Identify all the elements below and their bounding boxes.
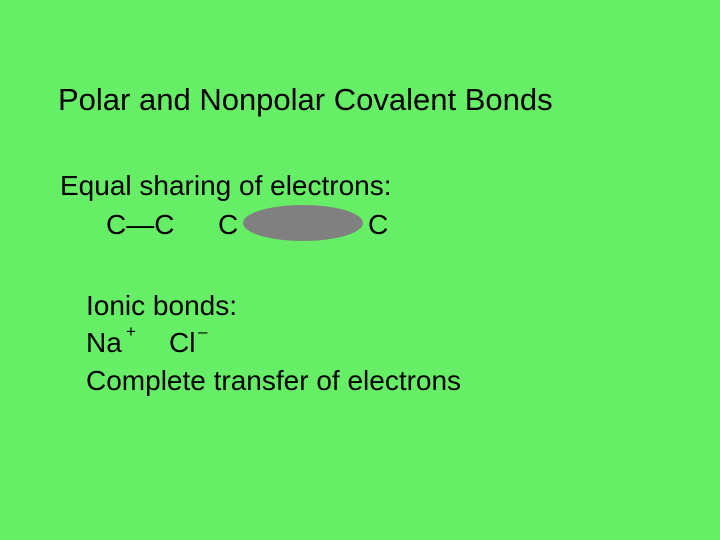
- body-text: Ionic bonds:: [86, 290, 237, 322]
- body-text: Na: [86, 327, 122, 359]
- slide-title: Polar and Nonpolar Covalent Bonds: [58, 82, 553, 118]
- body-text: Complete transfer of electrons: [86, 365, 461, 397]
- electron-cloud-ellipse: [243, 205, 363, 241]
- superscript-text: –: [198, 322, 207, 342]
- body-text: Equal sharing of electrons:: [60, 170, 392, 202]
- body-text: C: [218, 209, 238, 241]
- slide: Polar and Nonpolar Covalent Bonds Equal …: [0, 0, 720, 540]
- body-text: Cl: [169, 327, 195, 359]
- body-text: C—C: [106, 209, 174, 241]
- body-text: C: [368, 209, 388, 241]
- superscript-text: +: [126, 322, 136, 342]
